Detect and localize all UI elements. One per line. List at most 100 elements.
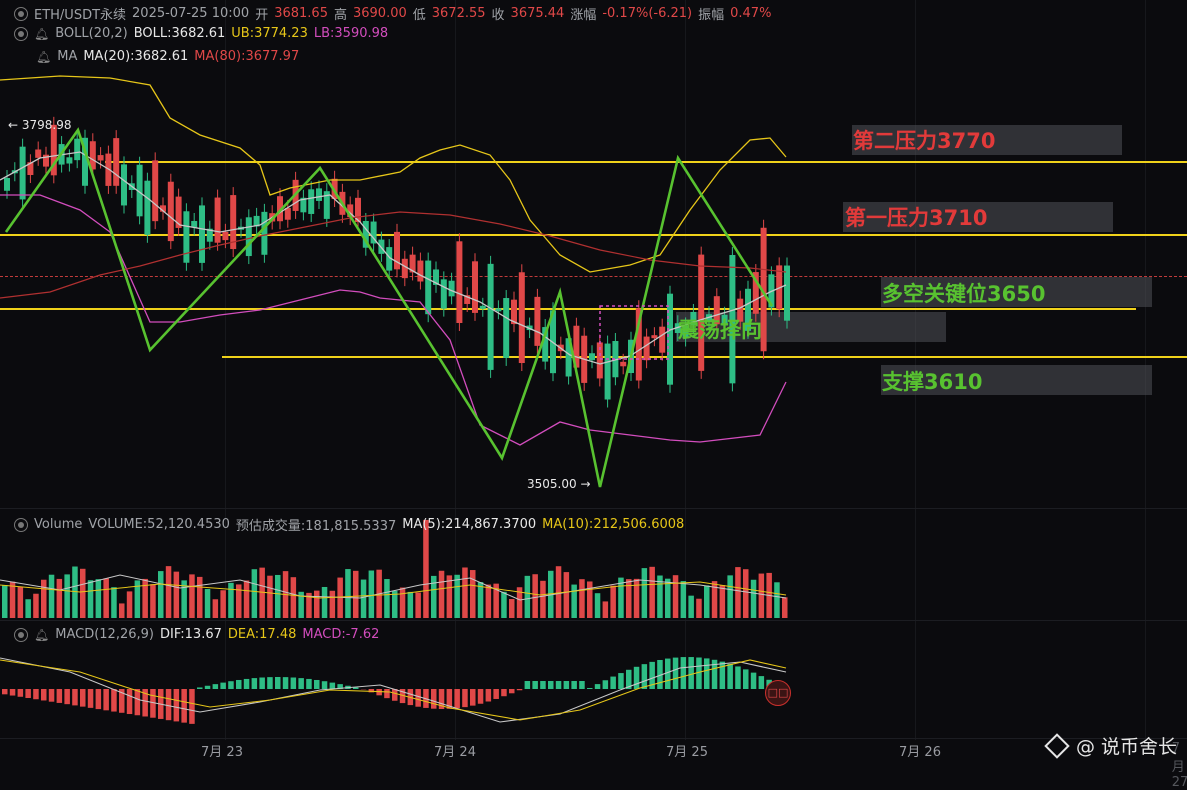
- candle-body: [495, 308, 501, 311]
- candle-body: [417, 261, 423, 282]
- bell-icon[interactable]: 🔔︎: [36, 50, 51, 64]
- macd-bar: [181, 689, 187, 723]
- macd-bar: [96, 689, 102, 709]
- macd-bar: [501, 689, 507, 696]
- macd-bar: [462, 689, 468, 707]
- change-value: -0.17%(-6.21): [602, 6, 692, 21]
- low-price-marker: 3505.00 →: [527, 477, 591, 491]
- volume-bar: [322, 587, 328, 618]
- candle-body: [168, 182, 174, 241]
- ma20: MA(20):3682.61: [83, 49, 188, 64]
- high-price-value: 3798.98: [22, 118, 72, 132]
- candle-body: [441, 279, 447, 308]
- candle-body: [199, 205, 205, 262]
- symbol[interactable]: ETH/USDT永续: [34, 4, 126, 23]
- macd-bar: [392, 689, 398, 701]
- x-axis-label: 7月 26: [899, 741, 941, 760]
- volume-bar: [41, 580, 47, 618]
- macd-bar: [72, 689, 78, 705]
- volume-bar: [720, 585, 726, 618]
- volume-bar: [244, 580, 250, 618]
- bell-icon[interactable]: 🔔︎: [34, 27, 49, 41]
- x-axis-label: 7月 23: [201, 741, 243, 760]
- macd-value: MACD:-7.62: [302, 627, 379, 642]
- macd-bar: [431, 689, 437, 709]
- bell-icon[interactable]: 🔔︎: [34, 628, 49, 642]
- volume-bar: [423, 520, 429, 618]
- macd-bar: [57, 689, 63, 703]
- macd-bar: [174, 689, 180, 721]
- candle-body: [472, 261, 478, 313]
- macd-bar: [642, 664, 648, 689]
- macd-bar: [166, 689, 172, 720]
- macd-bar: [532, 681, 538, 689]
- volume-bar: [759, 574, 765, 618]
- candlestick-chart[interactable]: [0, 0, 1187, 769]
- volume-bar: [384, 579, 390, 618]
- candle-body: [425, 261, 431, 315]
- range-label: 震荡择向: [678, 314, 762, 344]
- watermark: @ 说币舍长: [1048, 732, 1177, 759]
- volume-bar: [64, 574, 70, 618]
- volume-bar: [25, 599, 31, 618]
- volume-bar: [96, 579, 102, 618]
- candle-body: [183, 211, 189, 262]
- candle-body: [644, 337, 650, 361]
- volume-bar: [119, 603, 125, 618]
- macd-bar: [556, 681, 562, 689]
- candle-body: [480, 306, 486, 309]
- volume-name[interactable]: Volume: [34, 517, 82, 532]
- amp-value: 0.47%: [730, 6, 771, 21]
- volume-bar: [696, 599, 702, 618]
- high-price-marker: ← 3798.98: [8, 118, 72, 132]
- candle-body: [98, 155, 104, 160]
- volume-row[interactable]: Volume VOLUME:52,120.4530 预估成交量:181,815.…: [14, 515, 684, 534]
- macd-bar: [213, 684, 219, 689]
- eye-icon[interactable]: [14, 7, 28, 21]
- macd-bar: [751, 673, 757, 689]
- low-label: 低: [413, 4, 426, 23]
- macd-bar: [49, 689, 55, 702]
- macd-bar: [127, 689, 133, 714]
- close-value: 3675.44: [511, 6, 565, 21]
- ma-name[interactable]: MA: [57, 49, 77, 64]
- macd-bar: [205, 686, 211, 689]
- volume-bar: [353, 571, 359, 618]
- eye-icon[interactable]: [14, 628, 28, 642]
- candle-body: [4, 178, 10, 191]
- low-value: 3672.55: [432, 6, 486, 21]
- candle-body: [784, 266, 790, 321]
- candle-body: [222, 232, 228, 240]
- volume-bar: [525, 576, 531, 618]
- volume-est: 预估成交量:181,815.5337: [236, 515, 396, 534]
- macd-bar: [18, 689, 24, 697]
- clear-icon[interactable]: □□: [765, 680, 791, 706]
- volume-bar: [454, 575, 460, 618]
- boll-row[interactable]: 🔔︎ BOLL(20,2) BOLL:3682.61 UB:3774.23 LB…: [14, 26, 388, 41]
- volume-bar: [509, 599, 515, 618]
- macd-bar: [236, 680, 242, 689]
- arrow-left-icon: ←: [8, 118, 18, 132]
- ma-row[interactable]: 🔔︎ MA MA(20):3682.61 MA(80):3677.97: [14, 49, 299, 64]
- binance-logo-icon: [1044, 733, 1069, 758]
- eye-icon[interactable]: [14, 518, 28, 532]
- candle-body: [35, 149, 41, 157]
- macd-bar: [486, 689, 492, 702]
- candle-body: [534, 297, 540, 346]
- volume-bar: [408, 592, 414, 618]
- macd-bar: [610, 677, 616, 689]
- volume-bar: [10, 582, 16, 618]
- volume-bar: [220, 590, 226, 618]
- macd-name[interactable]: MACD(12,26,9): [55, 627, 154, 642]
- volume-bar: [361, 580, 367, 618]
- candle-body: [698, 255, 704, 371]
- macd-bar: [478, 689, 484, 704]
- macd-bar: [41, 689, 47, 700]
- macd-row[interactable]: 🔔︎ MACD(12,26,9) DIF:13.67 DEA:17.48 MAC…: [14, 627, 379, 642]
- volume-bar: [470, 570, 476, 618]
- macd-bar: [103, 689, 109, 710]
- volume-bar: [213, 599, 219, 618]
- boll-name[interactable]: BOLL(20,2): [55, 26, 128, 41]
- candle-body: [589, 353, 595, 360]
- eye-icon[interactable]: [14, 27, 28, 41]
